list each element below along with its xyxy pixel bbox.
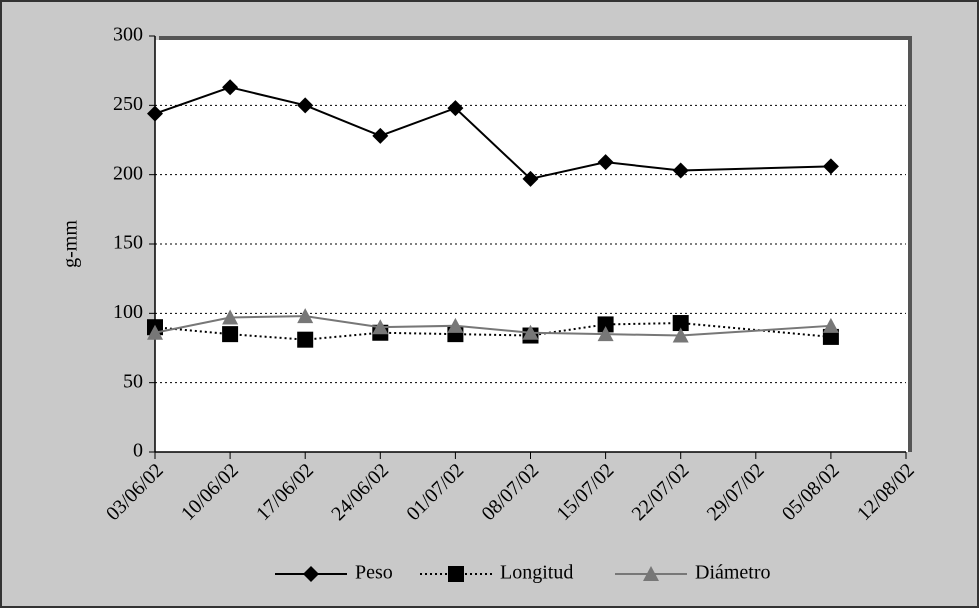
data-point [147,105,163,122]
legend-label: Peso [355,562,393,584]
data-point [222,79,239,96]
y-tick-label: 150 [113,232,143,254]
y-tick-label: 250 [113,93,143,115]
data-point [822,328,839,345]
data-point [222,326,239,343]
legend-marker [303,566,319,582]
y-axis-label: g-mm [60,220,82,268]
data-point [297,331,314,348]
data-point [597,326,614,342]
data-point [672,315,689,332]
legend-label: Diámetro [695,562,771,584]
y-tick-label: 0 [133,440,143,462]
data-point [297,97,314,114]
data-point [147,324,163,340]
data-point [522,170,539,187]
y-tick-label: 50 [123,370,143,392]
data-point [297,308,314,324]
data-point [597,316,614,333]
legend-marker [643,566,659,581]
data-point [447,100,464,117]
data-point [672,162,689,179]
y-tick-label: 200 [113,162,143,184]
data-point [522,324,539,340]
data-point [822,158,839,175]
data-point [672,327,689,343]
data-point [822,317,839,333]
legend-label: Longitud [500,562,573,584]
legend-marker [448,566,464,582]
data-point [372,319,389,335]
data-point [597,154,614,171]
data-point [447,317,464,333]
data-point [222,309,239,325]
y-tick-label: 100 [113,301,143,323]
y-tick-label: 300 [113,24,143,46]
plot-area [155,40,908,452]
data-point [372,127,389,144]
